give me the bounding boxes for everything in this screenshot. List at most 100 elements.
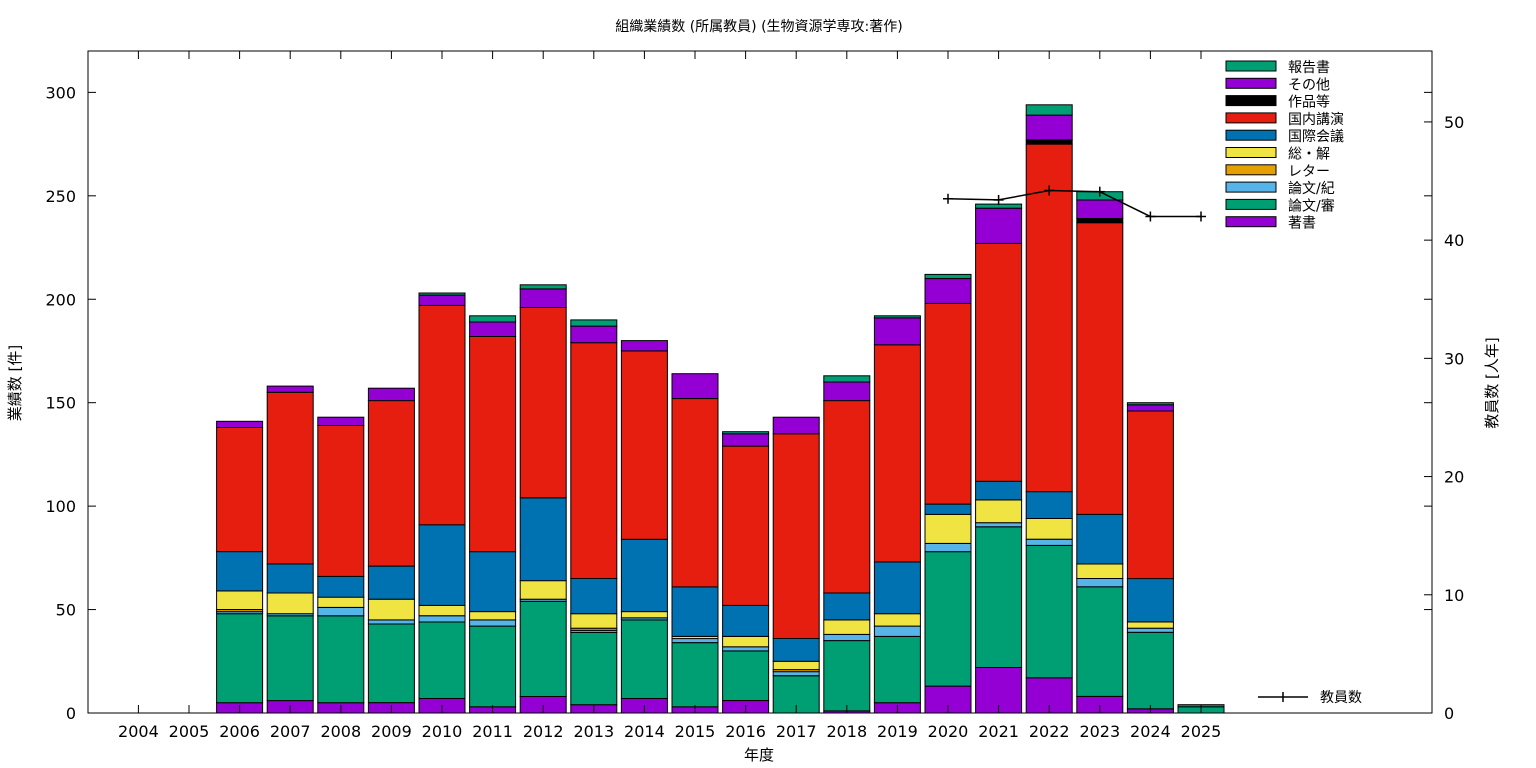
x-tick-label-2025: 2025 bbox=[1181, 722, 1222, 741]
bar-segment-2015-2 bbox=[671, 638, 719, 644]
bar-segment-2016-8 bbox=[722, 433, 770, 447]
bar-segment-2011-5 bbox=[469, 551, 517, 613]
x-tick-label-2013: 2013 bbox=[573, 722, 614, 741]
legend-swatch-2 bbox=[1225, 181, 1277, 193]
bar-segment-2021-8 bbox=[975, 207, 1023, 244]
bar-segment-2015-8 bbox=[671, 373, 719, 400]
bar-segment-2009-1 bbox=[367, 623, 415, 704]
bar-segment-2023-1 bbox=[1076, 586, 1124, 697]
x-tick-label-2024: 2024 bbox=[1130, 722, 1171, 741]
bar-segment-2021-2 bbox=[975, 522, 1023, 528]
bar-segment-2020-9 bbox=[924, 273, 972, 279]
x-tick-label-2015: 2015 bbox=[675, 722, 716, 741]
x-tick-label-2004: 2004 bbox=[118, 722, 159, 741]
bar-segment-2008-2 bbox=[317, 607, 365, 617]
bar-segment-2009-8 bbox=[367, 387, 415, 402]
bar-segment-2017-8 bbox=[772, 416, 820, 435]
y2-tick-label-30: 30 bbox=[1444, 349, 1464, 368]
legend-swatch-1 bbox=[1225, 198, 1277, 210]
plot-frame bbox=[87, 50, 1433, 714]
y-tick-label-100: 100 bbox=[45, 497, 76, 516]
bar-segment-2023-4 bbox=[1076, 563, 1124, 579]
bar-segment-2016-9 bbox=[722, 431, 770, 435]
bar-segment-2019-9 bbox=[873, 315, 921, 319]
bar-segment-2012-8 bbox=[519, 288, 567, 308]
bar-segment-2021-1 bbox=[975, 526, 1023, 668]
x-tick-label-2009: 2009 bbox=[371, 722, 412, 741]
legend-label-6: 国内講演 bbox=[1288, 112, 1344, 128]
line-layer bbox=[943, 185, 1206, 222]
y2-tick-label-0: 0 bbox=[1444, 704, 1454, 723]
bar-segment-2022-4 bbox=[1025, 518, 1073, 540]
bar-segment-2013-1 bbox=[570, 631, 618, 706]
bar-segment-2024-9 bbox=[1126, 402, 1174, 406]
x-tick-label-2005: 2005 bbox=[169, 722, 210, 741]
bar-segment-2022-8 bbox=[1025, 114, 1073, 141]
x-tick-label-2020: 2020 bbox=[928, 722, 969, 741]
bar-segment-2017-4 bbox=[772, 660, 820, 671]
legend-swatch-0 bbox=[1225, 216, 1277, 228]
x-tick-label-2017: 2017 bbox=[776, 722, 817, 741]
bar-segment-2011-1 bbox=[469, 625, 517, 708]
legend-swatch-3 bbox=[1225, 164, 1277, 176]
bar-segment-2019-8 bbox=[873, 317, 921, 346]
bar-segment-2007-6 bbox=[266, 391, 314, 565]
bar-segment-2013-8 bbox=[570, 325, 618, 344]
legend-label-9: 報告書 bbox=[1288, 60, 1330, 76]
bar-segment-2020-2 bbox=[924, 542, 972, 553]
bar-segment-2020-4 bbox=[924, 513, 972, 544]
bar-segment-2021-5 bbox=[975, 480, 1023, 501]
x-tick-label-2012: 2012 bbox=[523, 722, 564, 741]
bar-segment-2011-2 bbox=[469, 619, 517, 627]
bar-segment-2010-1 bbox=[418, 621, 466, 699]
legend-label-2: 論文/紀 bbox=[1288, 181, 1335, 197]
legend-swatch-5 bbox=[1225, 129, 1277, 141]
bar-segment-2016-5 bbox=[722, 604, 770, 637]
bar-segment-2018-9 bbox=[823, 375, 871, 383]
bar-segment-2016-2 bbox=[722, 646, 770, 652]
bar-segment-2009-4 bbox=[367, 598, 415, 621]
line-series-teachers bbox=[947, 189, 1201, 218]
bar-segment-2016-6 bbox=[722, 445, 770, 606]
bar-segment-2008-8 bbox=[317, 416, 365, 427]
bar-segment-2020-5 bbox=[924, 503, 972, 515]
legend-swatch-4 bbox=[1225, 147, 1277, 158]
bar-segment-2015-5 bbox=[671, 586, 719, 637]
bar-segment-2006-6 bbox=[216, 427, 264, 553]
bar-segment-2019-6 bbox=[873, 344, 921, 563]
bar-segment-2012-9 bbox=[519, 284, 567, 290]
x-tick-label-2023: 2023 bbox=[1079, 722, 1120, 741]
bar-segment-2011-9 bbox=[469, 315, 517, 323]
y2-tick-label-50: 50 bbox=[1444, 113, 1464, 132]
bar-segment-2010-9 bbox=[418, 292, 466, 296]
bar-segment-2010-4 bbox=[418, 604, 466, 617]
x-tick-label-2014: 2014 bbox=[624, 722, 665, 741]
bar-segment-2010-6 bbox=[418, 305, 466, 526]
bar-segment-2012-5 bbox=[519, 497, 567, 582]
bar-segment-2018-4 bbox=[823, 619, 871, 635]
bar-segment-2020-6 bbox=[924, 302, 972, 505]
legend-swatch-6 bbox=[1225, 112, 1277, 124]
bar-segment-2012-1 bbox=[519, 600, 567, 697]
bar-segment-2008-5 bbox=[317, 576, 365, 598]
bar-segment-2023-7 bbox=[1076, 218, 1124, 224]
bars-layer bbox=[216, 104, 1225, 714]
x-tick-label-2022: 2022 bbox=[1029, 722, 1070, 741]
bar-segment-2013-6 bbox=[570, 342, 618, 580]
bar-segment-2013-9 bbox=[570, 319, 618, 327]
bar-segment-2020-8 bbox=[924, 278, 972, 304]
bar-segment-2024-1 bbox=[1126, 631, 1174, 710]
bar-segment-2019-4 bbox=[873, 613, 921, 627]
y-tick-label-150: 150 bbox=[45, 394, 76, 413]
bar-segment-2022-5 bbox=[1025, 491, 1073, 520]
y2-tick-label-20: 20 bbox=[1444, 468, 1464, 487]
bar-segment-2009-5 bbox=[367, 565, 415, 600]
bar-segment-2010-2 bbox=[418, 615, 466, 623]
bar-segment-2023-2 bbox=[1076, 578, 1124, 588]
bar-segment-2007-5 bbox=[266, 563, 314, 594]
bar-segment-2006-8 bbox=[216, 420, 264, 428]
legend-label-1: 論文/審 bbox=[1288, 198, 1335, 214]
legend-label-5: 国際会議 bbox=[1288, 128, 1344, 145]
